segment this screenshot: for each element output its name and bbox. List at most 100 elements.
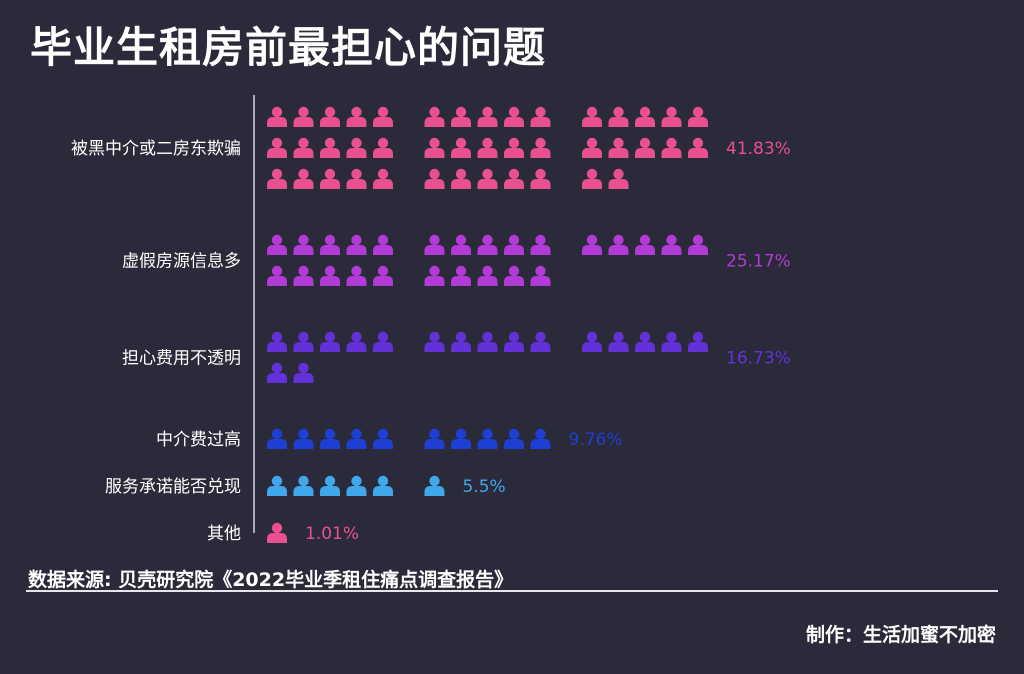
pictogram-chart: 被黑中介或二房东欺骗 41.83% 虚假房源信息多 25.17% 担心费用不透明 16.7… [71,95,791,544]
person-icon [530,106,551,127]
person-icon [661,331,682,352]
person-icon [477,106,498,127]
person-icon [424,168,445,189]
value-label: 41.83% [726,139,791,159]
person-icon [530,234,551,255]
person-icon [608,137,629,158]
person-icon [267,362,287,383]
person-icon [373,331,393,352]
value-label: 5.5% [463,477,506,497]
person-icon [688,234,708,255]
person-icon [293,331,314,352]
person-icon [477,331,498,352]
person-icon [451,428,471,449]
person-icon [661,234,682,255]
person-icon [373,168,393,189]
person-icon [293,168,314,189]
person-icon [504,137,524,158]
person-icon [635,234,655,255]
person-icon [267,106,287,127]
person-icon [320,475,340,496]
person-icon [451,168,471,189]
person-icon [688,106,708,127]
person-icon [424,137,445,158]
person-icon [373,137,393,158]
person-icon [608,234,629,255]
person-icon [293,234,314,255]
person-icon [530,428,551,449]
person-icon [582,137,602,158]
person-icon [320,137,340,158]
category-row: 担心费用不透明 16.73% [122,331,791,383]
person-icon [635,137,655,158]
person-icon [530,331,551,352]
person-icon [320,168,340,189]
person-icon [373,265,393,286]
person-icon [451,234,471,255]
person-icon [504,428,524,449]
person-icon [582,106,602,127]
person-icon [451,265,471,286]
category-row: 服务承诺能否兑现 5.5% [105,475,506,497]
person-icon [373,428,393,449]
person-icon [424,331,445,352]
person-icon [373,234,393,255]
person-icon [293,265,314,286]
person-icon [424,234,445,255]
person-icon [424,428,445,449]
category-row: 被黑中介或二房东欺骗 41.83% [71,106,791,189]
category-row: 虚假房源信息多 25.17% [122,234,791,286]
person-icon [451,106,471,127]
person-icon [504,234,524,255]
person-icon [504,168,524,189]
person-icon [373,106,393,127]
person-icon [346,265,367,286]
person-icon [477,428,498,449]
person-icon [293,428,314,449]
person-icon [635,331,655,352]
person-icon [267,168,287,189]
category-label: 服务承诺能否兑现 [105,477,241,497]
person-icon [346,428,367,449]
person-icon [608,168,629,189]
category-label: 虚假房源信息多 [122,252,241,272]
person-icon [320,265,340,286]
person-icon [267,137,287,158]
person-icon [530,137,551,158]
person-icon [267,234,287,255]
person-icon [504,265,524,286]
person-icon [635,106,655,127]
person-icon [267,331,287,352]
person-icon [267,475,287,496]
person-icon [320,428,340,449]
person-icon [477,137,498,158]
person-icon [267,522,287,543]
person-icon [346,106,367,127]
person-icon [477,234,498,255]
person-icon [346,137,367,158]
person-icon [504,106,524,127]
person-icon [373,475,393,496]
person-icon [346,168,367,189]
person-icon [608,331,629,352]
person-icon [293,362,314,383]
category-label: 担心费用不透明 [122,349,241,369]
person-icon [661,137,682,158]
value-label: 1.01% [305,524,359,544]
value-label: 25.17% [726,252,791,272]
person-icon [293,137,314,158]
person-icon [688,137,708,158]
person-icon [451,331,471,352]
person-icon [451,137,471,158]
person-icon [530,168,551,189]
data-source-note: 数据来源: 贝壳研究院《2022毕业季租住痛点调查报告》 [28,569,514,591]
person-icon [608,106,629,127]
person-icon [477,265,498,286]
person-icon [424,106,445,127]
person-icon [320,106,340,127]
person-icon [504,331,524,352]
person-icon [424,265,445,286]
person-icon [267,265,287,286]
person-icon [582,331,602,352]
author-credit: 制作：生活加蜜不加密 [805,624,996,646]
